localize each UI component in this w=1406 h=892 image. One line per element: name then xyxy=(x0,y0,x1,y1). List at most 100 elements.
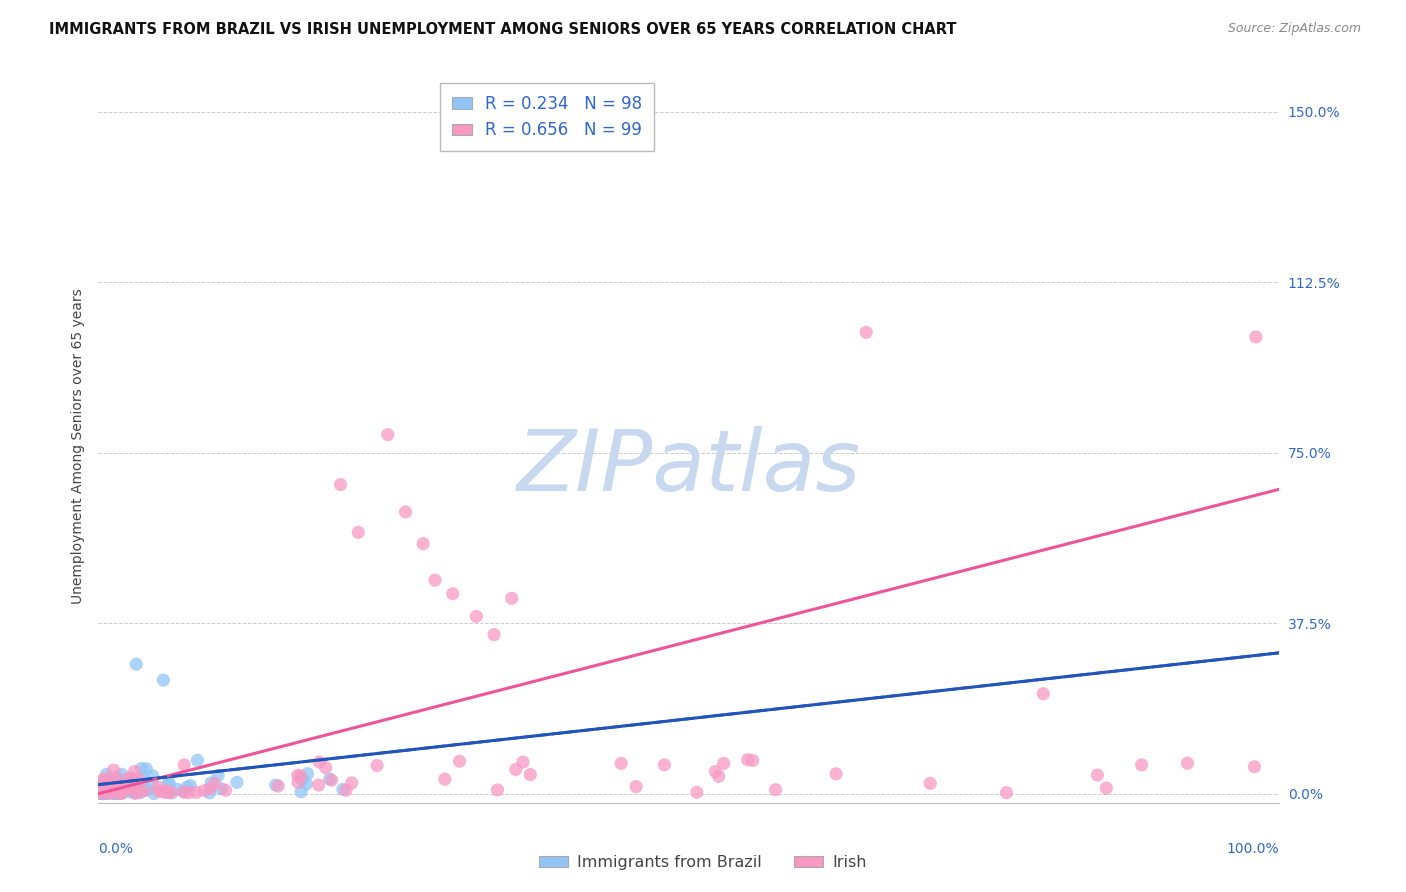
Point xyxy=(482,627,505,641)
Point xyxy=(104,780,127,794)
Point xyxy=(105,774,128,789)
Point xyxy=(295,777,318,791)
Point xyxy=(101,774,124,789)
Point xyxy=(110,787,132,801)
Point xyxy=(115,780,138,794)
Point xyxy=(101,781,124,796)
Point xyxy=(449,754,471,768)
Point xyxy=(505,763,527,777)
Point xyxy=(148,784,170,798)
Point xyxy=(686,785,709,799)
Point xyxy=(128,772,150,787)
Point xyxy=(104,784,127,798)
Point xyxy=(155,785,177,799)
Point xyxy=(89,778,111,792)
Point xyxy=(110,780,132,794)
Point xyxy=(90,780,112,794)
Point xyxy=(200,781,222,796)
Point xyxy=(112,780,135,795)
Point xyxy=(1244,330,1267,344)
Point xyxy=(120,781,142,796)
Point xyxy=(297,766,319,780)
Point xyxy=(200,776,222,790)
Point xyxy=(108,786,131,800)
Point xyxy=(112,785,135,799)
Point xyxy=(121,783,143,797)
Point xyxy=(107,772,129,787)
Point xyxy=(93,781,115,796)
Point xyxy=(486,783,509,797)
Point xyxy=(226,775,249,789)
Point xyxy=(110,787,132,801)
Text: 0.0%: 0.0% xyxy=(98,842,134,856)
Point xyxy=(287,768,309,782)
Point xyxy=(512,755,534,769)
Point xyxy=(91,785,114,799)
Point xyxy=(124,764,146,779)
Point xyxy=(347,525,370,540)
Point xyxy=(143,787,166,801)
Point xyxy=(91,787,114,801)
Point xyxy=(129,785,152,799)
Point xyxy=(127,780,149,795)
Point xyxy=(315,761,337,775)
Point xyxy=(1087,768,1109,782)
Point xyxy=(124,786,146,800)
Point xyxy=(765,782,787,797)
Point xyxy=(111,767,134,781)
Point xyxy=(290,785,312,799)
Point xyxy=(98,777,121,791)
Point xyxy=(94,774,117,789)
Legend: R = 0.234   N = 98, R = 0.656   N = 99: R = 0.234 N = 98, R = 0.656 N = 99 xyxy=(440,83,654,151)
Point xyxy=(100,785,122,799)
Point xyxy=(114,781,136,796)
Point xyxy=(704,764,727,779)
Point xyxy=(501,591,523,606)
Point xyxy=(98,783,121,797)
Point xyxy=(98,784,121,798)
Point xyxy=(173,785,195,799)
Point xyxy=(179,779,201,793)
Point xyxy=(176,780,198,795)
Point xyxy=(98,784,121,798)
Point xyxy=(125,782,148,797)
Point xyxy=(94,786,117,800)
Point xyxy=(610,756,633,771)
Point xyxy=(157,777,180,791)
Point xyxy=(146,780,169,794)
Point xyxy=(97,780,120,795)
Point xyxy=(120,785,142,799)
Point xyxy=(91,784,114,798)
Point xyxy=(91,782,114,797)
Point xyxy=(332,782,354,797)
Point xyxy=(321,773,343,788)
Point xyxy=(110,786,132,800)
Point xyxy=(120,772,142,786)
Point xyxy=(105,780,128,795)
Point xyxy=(108,782,131,797)
Text: IMMIGRANTS FROM BRAZIL VS IRISH UNEMPLOYMENT AMONG SENIORS OVER 65 YEARS CORRELA: IMMIGRANTS FROM BRAZIL VS IRISH UNEMPLOY… xyxy=(49,22,956,37)
Point xyxy=(156,784,179,798)
Point xyxy=(125,657,148,672)
Point xyxy=(128,786,150,800)
Point xyxy=(97,772,120,787)
Point xyxy=(100,784,122,798)
Point xyxy=(101,773,124,788)
Point xyxy=(198,786,221,800)
Point xyxy=(96,767,118,781)
Point xyxy=(186,785,208,799)
Point xyxy=(920,776,942,790)
Point xyxy=(186,753,208,767)
Point xyxy=(157,775,180,789)
Point xyxy=(103,763,125,777)
Point xyxy=(329,477,352,491)
Point xyxy=(366,758,388,772)
Point xyxy=(98,784,121,798)
Point xyxy=(107,776,129,790)
Point xyxy=(121,772,143,786)
Point xyxy=(1177,756,1199,771)
Point xyxy=(209,781,232,796)
Point xyxy=(89,786,111,800)
Point xyxy=(105,772,128,787)
Point xyxy=(96,777,118,791)
